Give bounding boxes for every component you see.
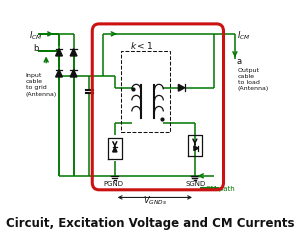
Text: Input
cable
to grid
(Antenna): Input cable to grid (Antenna) [26,73,57,96]
Text: b: b [33,43,38,52]
Text: $I_{CM}$: $I_{CM}$ [29,30,42,42]
Text: $I_{CM}$: $I_{CM}$ [237,30,251,42]
Text: Output
cable
to load
(Antenna): Output cable to load (Antenna) [238,67,269,91]
Text: a: a [236,57,241,66]
Polygon shape [56,70,62,78]
Text: PGND: PGND [103,180,124,186]
Text: $k < 1$: $k < 1$ [130,40,153,51]
Text: +CM path: +CM path [200,185,235,191]
Polygon shape [56,49,62,57]
Polygon shape [178,85,185,92]
Polygon shape [112,148,117,152]
Text: SGND: SGND [186,180,206,186]
Text: Circuit, Excitation Voltage and CM Currents: Circuit, Excitation Voltage and CM Curre… [6,216,294,229]
Polygon shape [194,146,198,151]
Polygon shape [70,49,77,57]
Polygon shape [70,70,77,78]
Text: $V_{GNDs}$: $V_{GNDs}$ [143,193,167,206]
